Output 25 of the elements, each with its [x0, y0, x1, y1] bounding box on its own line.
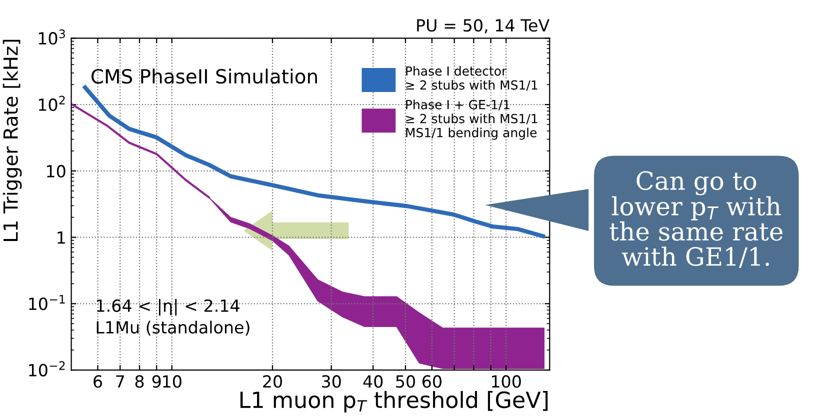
text: PU = 50, 14 TeV — [417, 19, 550, 34]
x-tick-label: 40 — [363, 375, 383, 388]
x-tick-label: 30 — [322, 375, 341, 388]
x-tick-label: 20 — [263, 375, 282, 388]
annotation: CMS PhaseII Simulation — [92, 68, 317, 84]
y-tick-label: 10$^{2}$ — [38, 96, 65, 112]
text: Can go to lower p$_{T}$ with the same rate with GE1/1. — [610, 171, 782, 268]
annotation: 1.64 < |η| < 2.14 L1Mu (standalone) — [96, 298, 250, 336]
y-tick-label: 10$^{−1}$ — [29, 294, 65, 310]
x-tick-label: 60 — [422, 375, 442, 388]
y-tick-label: 10$^{−2}$ — [29, 361, 65, 376]
x-tick-label: 50 — [396, 375, 415, 388]
x-tick-label: 7 — [116, 375, 124, 388]
y-tick-label: 1 — [58, 231, 65, 244]
legend-label: Phase I detector ≥ 2 stubs with MS1/1 — [406, 66, 538, 91]
x-tick-label: 6 — [94, 375, 102, 388]
y-tick-label: 10 — [47, 164, 66, 178]
y-tick-label: 10$^{3}$ — [38, 29, 65, 45]
x-tick-label: 100 — [492, 375, 521, 388]
x-tick-label: 10 — [163, 375, 182, 388]
x-tick-label: 9 — [152, 375, 161, 388]
x-tick-label: 8 — [135, 375, 144, 388]
y-axis-title: L1 Trigger Rate [kHz] — [2, 40, 22, 241]
x-axis-title: L1 muon p$_{T}$ threshold [GeV] — [240, 391, 548, 413]
legend-label: Phase I + GE-1/1 ≥ 2 stubs with MS1/1 MS1/1 bending angle — [406, 100, 538, 140]
